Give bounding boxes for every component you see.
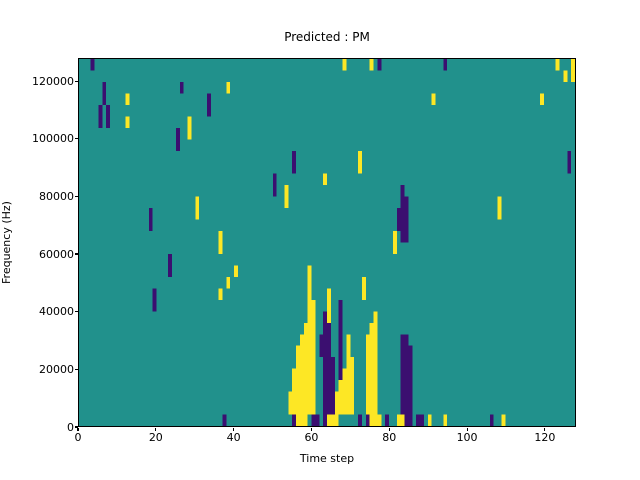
x-tick-mark — [310, 427, 312, 431]
y-tick-label: 100000 — [32, 132, 74, 146]
x-tick-mark — [388, 427, 390, 431]
y-tick-mark — [74, 426, 78, 428]
x-tick-label: 120 — [534, 431, 556, 444]
x-tick-label: 40 — [226, 431, 241, 444]
x-tick-mark — [155, 427, 157, 431]
y-tick-label: 120000 — [32, 74, 74, 88]
y-tick-label: 60000 — [39, 247, 74, 261]
y-tick-mark — [74, 253, 78, 255]
y-tick-label: 0 — [67, 420, 74, 434]
x-tick-label: 60 — [304, 431, 319, 444]
y-tick-mark — [74, 80, 78, 82]
x-tick-label: 80 — [382, 431, 397, 444]
heatmap-image — [79, 59, 575, 426]
page-title: Predicted : PM — [284, 30, 370, 44]
x-tick-label: 100 — [456, 431, 478, 444]
y-tick-mark — [74, 368, 78, 370]
y-tick-mark — [74, 138, 78, 140]
x-tick-mark — [233, 427, 235, 431]
x-tick-label: 20 — [148, 431, 163, 444]
y-tick-label: 20000 — [39, 362, 74, 376]
x-axis-label: Time step — [299, 452, 355, 465]
heatmap-plot-area — [78, 58, 576, 427]
y-tick-label: 80000 — [39, 189, 74, 203]
x-tick-mark — [466, 427, 468, 431]
x-tick-mark — [544, 427, 546, 431]
y-tick-mark — [74, 195, 78, 197]
x-tick-label: 0 — [74, 431, 82, 444]
y-tick-label: 40000 — [39, 305, 74, 319]
x-tick-mark — [77, 427, 79, 431]
y-tick-mark — [74, 311, 78, 313]
